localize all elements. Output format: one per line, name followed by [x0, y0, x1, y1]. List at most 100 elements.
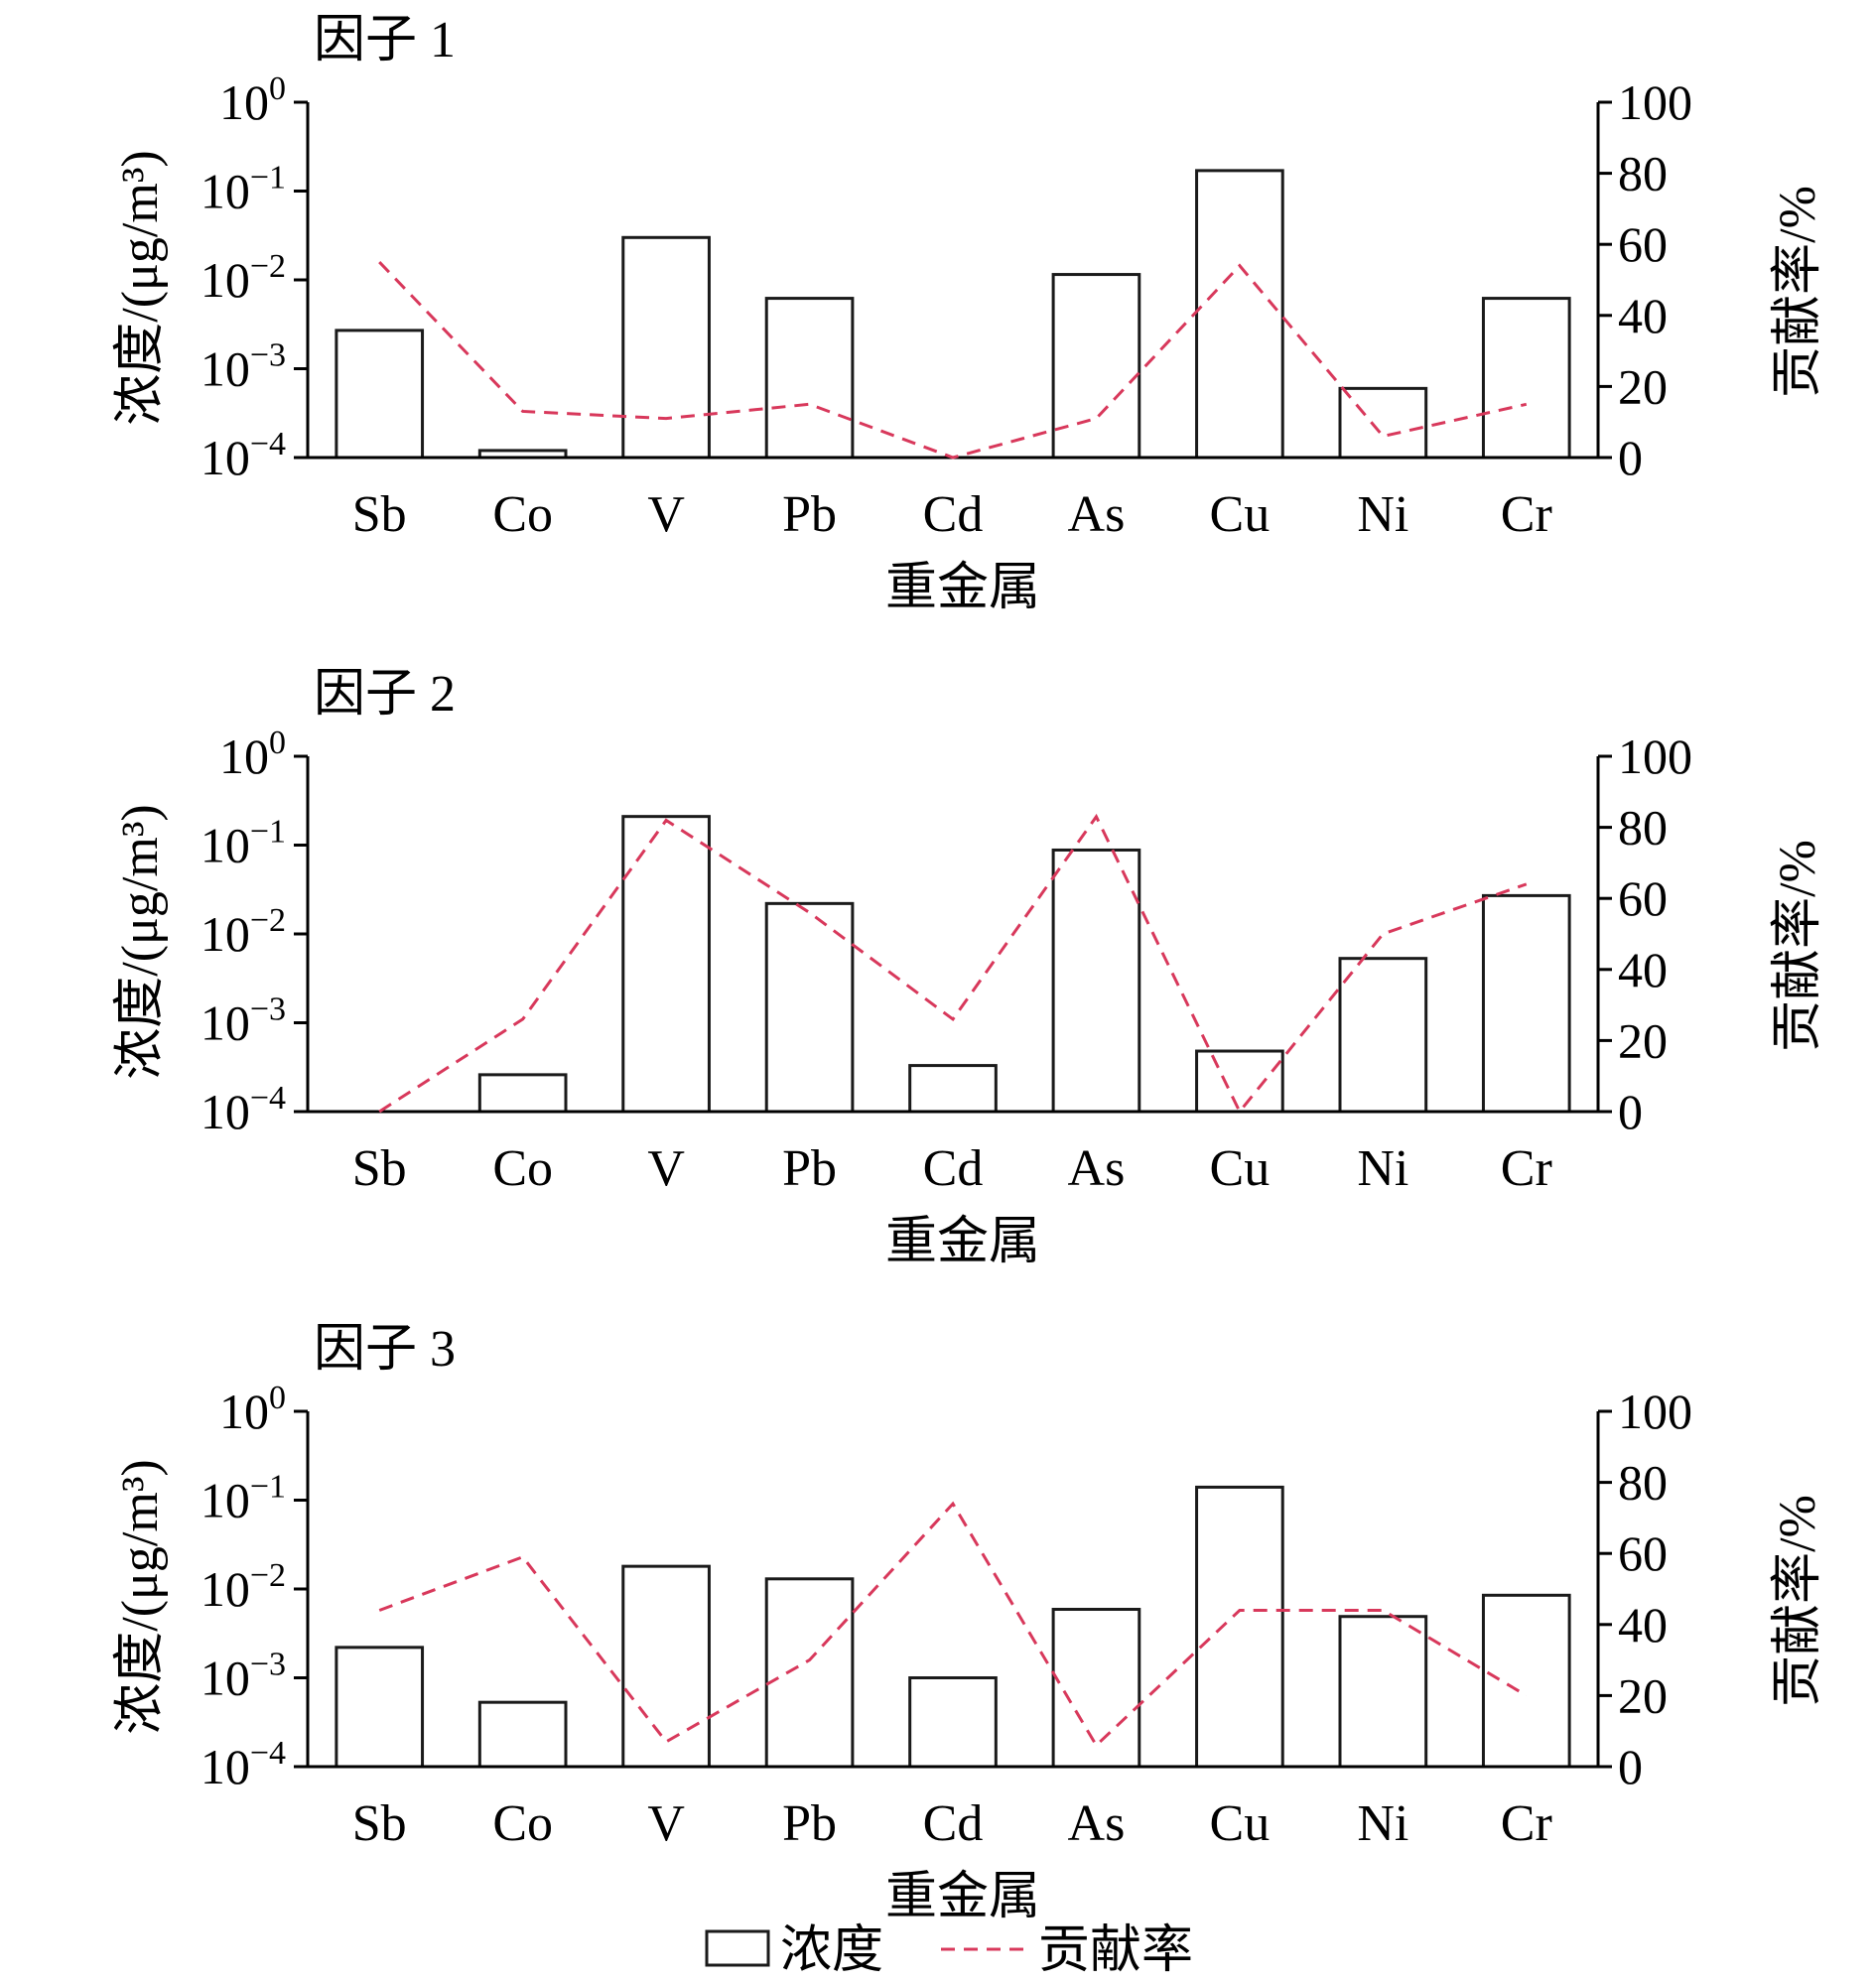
y2-axis-title: 贡献率/%	[1770, 1495, 1826, 1707]
bar-v	[621, 1564, 711, 1769]
left-tick-label: 10−1	[201, 160, 286, 219]
bar-v	[621, 815, 711, 1114]
y-axis-title: 浓度/(μg/m³)	[112, 804, 169, 1079]
right-tick-label: 80	[1618, 1455, 1668, 1511]
category-label: Sb	[352, 486, 407, 543]
category-label: Ni	[1357, 486, 1408, 543]
category-label: V	[647, 486, 685, 543]
category-label: V	[647, 1140, 685, 1197]
bar-as	[1051, 1608, 1141, 1769]
bar-v	[621, 235, 711, 460]
left-tick-label: 10−1	[201, 1469, 286, 1528]
left-tick-label: 10−3	[201, 992, 286, 1051]
legend-label-contribution: 贡献率	[1038, 1922, 1193, 1979]
category-label: Sb	[352, 1795, 407, 1852]
category-label: Cu	[1210, 1795, 1271, 1852]
bar-pb	[764, 1577, 855, 1769]
left-tick-label: 100	[219, 725, 286, 784]
chart-panel-1: 因子 1 10−4 10−3 10−2 10−1 100 0 20 40 60 80 100 Sb Co V…	[112, 12, 1826, 616]
bar-cu	[1195, 1485, 1284, 1769]
bar-co	[477, 1073, 568, 1114]
category-label: As	[1068, 1140, 1126, 1197]
bar-sb	[335, 1646, 425, 1769]
bar-cr	[1481, 1593, 1571, 1769]
category-label: Ni	[1357, 1140, 1408, 1197]
left-tick-label: 10−3	[201, 337, 286, 397]
right-tick-label: 0	[1618, 1739, 1643, 1794]
category-label: Pb	[782, 1795, 837, 1852]
right-tick-label: 60	[1618, 870, 1668, 926]
left-tick-label: 10−4	[201, 426, 286, 485]
right-tick-label: 40	[1618, 1597, 1668, 1652]
left-tick-label: 10−1	[201, 814, 286, 873]
right-tick-label: 0	[1618, 430, 1643, 485]
category-label: Co	[492, 1140, 553, 1197]
category-label: Cr	[1501, 1140, 1552, 1197]
right-tick-label: 100	[1618, 1384, 1692, 1439]
bar-as	[1051, 848, 1141, 1114]
category-label: Sb	[352, 1140, 407, 1197]
bar-cu	[1195, 1049, 1284, 1114]
panel-title: 因子 1	[314, 12, 456, 68]
right-tick-label: 60	[1618, 1525, 1668, 1581]
bar-cu	[1195, 169, 1284, 460]
bar-cd	[908, 1676, 998, 1769]
panel-title: 因子 2	[314, 666, 456, 723]
right-tick-label: 80	[1618, 800, 1668, 856]
left-tick-label: 10−4	[201, 1735, 286, 1794]
left-tick-label: 10−2	[201, 248, 286, 308]
category-label: As	[1068, 1795, 1126, 1852]
right-tick-label: 100	[1618, 728, 1692, 784]
left-tick-label: 100	[219, 1380, 286, 1439]
y2-axis-title: 贡献率/%	[1770, 840, 1826, 1052]
bar-cd	[908, 1064, 998, 1114]
right-tick-label: 20	[1618, 1667, 1668, 1723]
right-tick-label: 0	[1618, 1084, 1643, 1139]
category-label: Pb	[782, 486, 837, 543]
bar-ni	[1338, 386, 1428, 460]
x-axis-title: 重金属	[885, 560, 1040, 616]
y-axis-title: 浓度/(μg/m³)	[112, 150, 169, 425]
left-tick-label: 10−4	[201, 1080, 286, 1139]
left-tick-label: 10−3	[201, 1647, 286, 1706]
right-tick-label: 40	[1618, 942, 1668, 997]
category-label: V	[647, 1795, 685, 1852]
legend-swatch-concentration	[705, 1929, 770, 1967]
left-tick-label: 100	[219, 70, 286, 130]
bar-pb	[764, 297, 855, 460]
category-label: Cd	[923, 1795, 984, 1852]
category-label: Cr	[1501, 486, 1552, 543]
bar-ni	[1338, 1615, 1428, 1769]
chart-panel-3: 因子 3 10−4 10−3 10−2 10−1 100 0 20 40 60 80 100 Sb Co V…	[112, 1321, 1826, 1925]
bar-ni	[1338, 957, 1428, 1114]
category-label: Ni	[1357, 1795, 1408, 1852]
x-axis-title: 重金属	[885, 1869, 1040, 1925]
right-tick-label: 100	[1618, 74, 1692, 130]
category-label: Cd	[923, 486, 984, 543]
right-tick-label: 80	[1618, 146, 1668, 201]
y2-axis-title: 贡献率/%	[1770, 186, 1826, 398]
right-tick-label: 20	[1618, 358, 1668, 414]
y-axis-title: 浓度/(μg/m³)	[112, 1459, 169, 1734]
category-label: Cr	[1501, 1795, 1552, 1852]
category-label: Pb	[782, 1140, 837, 1197]
category-label: Cd	[923, 1140, 984, 1197]
bar-pb	[764, 901, 855, 1114]
legend-label-concentration: 浓度	[780, 1922, 883, 1979]
x-axis-title: 重金属	[885, 1214, 1040, 1270]
right-tick-label: 20	[1618, 1012, 1668, 1068]
left-tick-label: 10−2	[201, 902, 286, 962]
legend: 浓度 贡献率	[705, 1922, 1193, 1979]
panel-title: 因子 3	[314, 1321, 456, 1378]
chart-panel-2: 因子 2 10−4 10−3 10−2 10−1 100 0 20 40 60 80 100 Sb Co V…	[112, 666, 1826, 1270]
category-label: Cu	[1210, 486, 1271, 543]
bar-sb	[335, 329, 425, 460]
category-label: Co	[492, 486, 553, 543]
bar-co	[477, 1700, 568, 1769]
bar-cr	[1481, 297, 1571, 460]
category-label: As	[1068, 486, 1126, 543]
left-tick-label: 10−2	[201, 1557, 286, 1617]
category-label: Cu	[1210, 1140, 1271, 1197]
right-tick-label: 60	[1618, 216, 1668, 272]
